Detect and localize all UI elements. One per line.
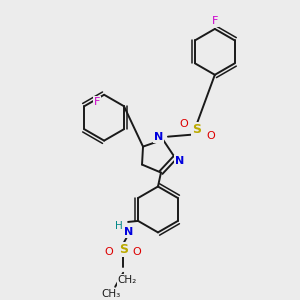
Text: O: O bbox=[179, 119, 188, 129]
Text: S: S bbox=[119, 243, 128, 256]
Text: F: F bbox=[94, 97, 100, 107]
Text: O: O bbox=[105, 247, 114, 257]
Text: O: O bbox=[133, 247, 142, 257]
Text: CH₂: CH₂ bbox=[118, 275, 137, 285]
Text: CH₃: CH₃ bbox=[102, 289, 121, 299]
Text: O: O bbox=[206, 131, 215, 141]
Text: F: F bbox=[212, 16, 218, 26]
Text: N: N bbox=[124, 227, 133, 237]
Text: N: N bbox=[175, 156, 184, 166]
Text: S: S bbox=[192, 123, 201, 136]
Text: H: H bbox=[115, 221, 123, 231]
Text: N: N bbox=[154, 132, 164, 142]
